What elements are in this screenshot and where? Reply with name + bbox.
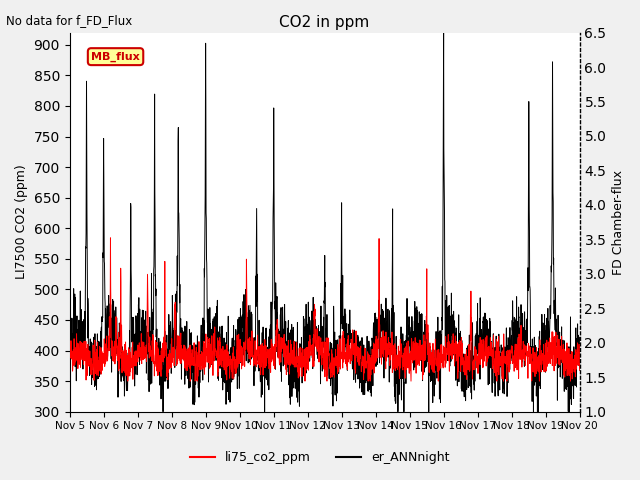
- Legend: li75_co2_ppm, er_ANNnight: li75_co2_ppm, er_ANNnight: [186, 446, 454, 469]
- Title: CO2 in ppm: CO2 in ppm: [280, 15, 370, 30]
- Y-axis label: LI7500 CO2 (ppm): LI7500 CO2 (ppm): [15, 165, 28, 279]
- Text: No data for f_FD_Flux: No data for f_FD_Flux: [6, 14, 132, 27]
- Y-axis label: FD Chamber-flux: FD Chamber-flux: [612, 169, 625, 275]
- Text: MB_flux: MB_flux: [91, 51, 140, 62]
